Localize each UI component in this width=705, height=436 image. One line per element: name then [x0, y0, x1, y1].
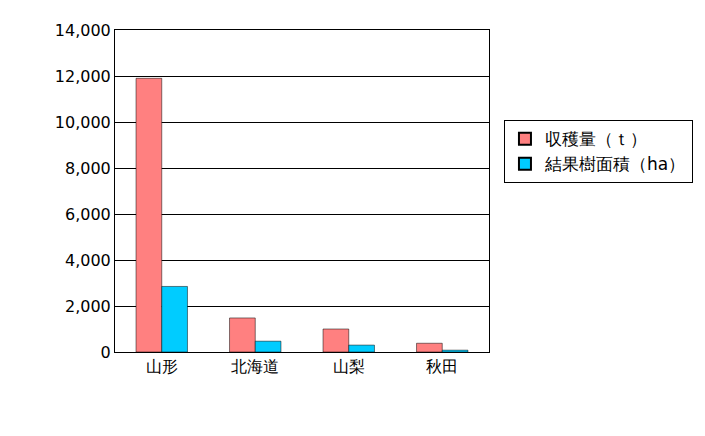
svg-text:山形: 山形	[146, 357, 178, 376]
svg-text:4,000: 4,000	[65, 251, 111, 270]
svg-text:8,000: 8,000	[65, 159, 111, 178]
svg-text:収穫量（ｔ）: 収穫量（ｔ）	[545, 129, 647, 149]
svg-text:2,000: 2,000	[65, 297, 111, 316]
svg-text:6,000: 6,000	[65, 205, 111, 224]
svg-text:14,000: 14,000	[55, 21, 111, 40]
svg-text:0: 0	[101, 343, 111, 362]
svg-text:10,000: 10,000	[55, 113, 111, 132]
svg-text:12,000: 12,000	[55, 67, 111, 86]
svg-text:結果樹面積（ha）: 結果樹面積（ha）	[544, 154, 685, 174]
svg-text:秋田: 秋田	[426, 357, 458, 376]
svg-text:北海道: 北海道	[231, 357, 279, 376]
svg-text:山梨: 山梨	[333, 357, 365, 376]
